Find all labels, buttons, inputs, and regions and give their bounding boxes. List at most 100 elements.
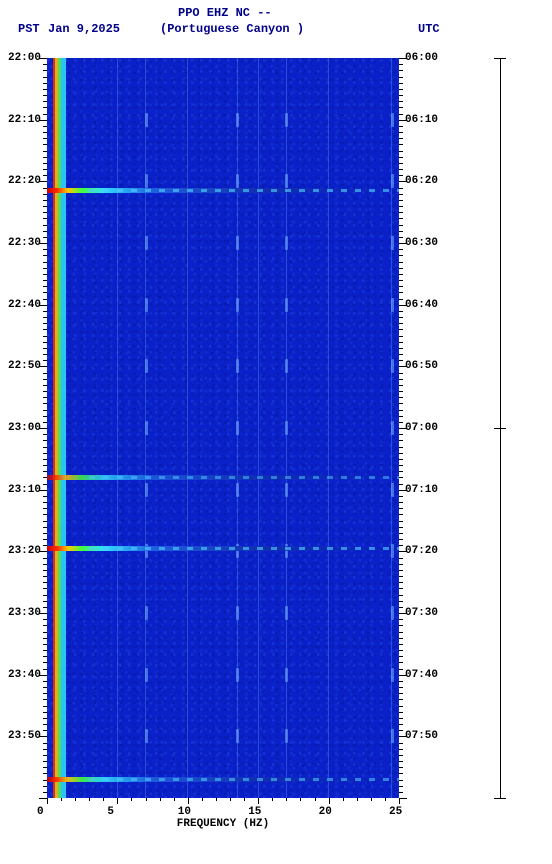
- y-minor-tick-left: [43, 64, 47, 65]
- y-minor-tick-right: [399, 471, 403, 472]
- y-minor-tick-left: [43, 249, 47, 250]
- y-minor-tick-left: [43, 317, 47, 318]
- y-minor-tick-left: [39, 305, 47, 306]
- y-minor-tick-left: [43, 397, 47, 398]
- y-minor-tick-left: [43, 138, 47, 139]
- y-minor-tick-right: [399, 299, 403, 300]
- y-minor-tick-left: [43, 706, 47, 707]
- y-minor-tick-right: [399, 58, 407, 59]
- y-minor-tick-left: [43, 200, 47, 201]
- y-minor-tick-left: [43, 693, 47, 694]
- speckle: [145, 668, 148, 682]
- speckle: [285, 606, 288, 620]
- y-minor-tick-right: [399, 662, 403, 663]
- y-minor-tick-left: [43, 453, 47, 454]
- y-minor-tick-left: [43, 107, 47, 108]
- x-minor-tick: [244, 798, 245, 801]
- y-minor-tick-left: [43, 749, 47, 750]
- y-minor-tick-right: [399, 459, 403, 460]
- y-minor-tick-left: [43, 669, 47, 670]
- noise-overlay: [47, 58, 399, 798]
- y-minor-tick-right: [399, 650, 403, 651]
- speckle: [145, 236, 148, 250]
- y-minor-tick-right: [399, 718, 403, 719]
- y-minor-tick-left: [43, 699, 47, 700]
- y-minor-tick-right: [399, 675, 407, 676]
- y-minor-tick-right: [399, 706, 403, 707]
- y-minor-tick-right: [399, 638, 403, 639]
- y-minor-tick-right: [399, 687, 403, 688]
- y-minor-tick-right: [399, 366, 407, 367]
- scale-tick: [494, 58, 506, 59]
- y-minor-tick-left: [43, 644, 47, 645]
- ytick-right: 07:30: [405, 607, 438, 619]
- y-minor-tick-left: [43, 496, 47, 497]
- y-minor-tick-right: [399, 564, 403, 565]
- speckle: [145, 174, 148, 188]
- speckle: [391, 606, 394, 620]
- y-minor-tick-left: [43, 718, 47, 719]
- tz-left-label: PST: [18, 22, 40, 36]
- y-minor-tick-left: [43, 410, 47, 411]
- spectral-line: [117, 58, 118, 798]
- y-minor-tick-left: [43, 286, 47, 287]
- y-minor-tick-left: [43, 767, 47, 768]
- y-minor-tick-left: [43, 502, 47, 503]
- ytick-left: 23:40: [0, 669, 41, 681]
- y-minor-tick-left: [43, 780, 47, 781]
- x-tick-label: 15: [248, 806, 261, 818]
- y-minor-tick-left: [43, 126, 47, 127]
- speckle: [391, 729, 394, 743]
- ytick-left: 22:00: [0, 52, 41, 64]
- speckle: [285, 359, 288, 373]
- y-minor-tick-right: [399, 767, 403, 768]
- ytick-left: 22:10: [0, 114, 41, 126]
- event-dash: [89, 547, 399, 550]
- y-minor-tick-left: [43, 632, 47, 633]
- x-minor-tick: [230, 798, 231, 801]
- ytick-right: 06:10: [405, 114, 438, 126]
- speckle: [391, 298, 394, 312]
- y-minor-tick-right: [399, 132, 403, 133]
- y-minor-tick-left: [43, 385, 47, 386]
- y-minor-tick-right: [399, 551, 407, 552]
- y-minor-tick-left: [43, 761, 47, 762]
- y-minor-tick-left: [43, 379, 47, 380]
- y-minor-tick-right: [399, 619, 403, 620]
- y-minor-tick-right: [399, 755, 403, 756]
- y-minor-tick-right: [399, 323, 403, 324]
- speckle: [145, 298, 148, 312]
- y-minor-tick-right: [399, 490, 407, 491]
- y-minor-tick-right: [399, 194, 403, 195]
- y-minor-tick-left: [43, 607, 47, 608]
- y-minor-tick-right: [399, 440, 403, 441]
- y-minor-tick-left: [43, 724, 47, 725]
- y-minor-tick-right: [399, 373, 403, 374]
- y-minor-tick-left: [43, 545, 47, 546]
- speckle: [285, 668, 288, 682]
- y-minor-tick-left: [43, 558, 47, 559]
- speckle: [285, 113, 288, 127]
- x-minor-tick: [371, 798, 372, 801]
- y-minor-tick-right: [399, 397, 403, 398]
- speckle: [285, 174, 288, 188]
- ytick-left: 22:40: [0, 299, 41, 311]
- y-minor-tick-right: [399, 576, 403, 577]
- y-minor-tick-left: [43, 268, 47, 269]
- y-minor-tick-right: [399, 64, 403, 65]
- y-minor-tick-left: [43, 471, 47, 472]
- ytick-right: 07:00: [405, 422, 438, 434]
- y-minor-tick-right: [399, 477, 403, 478]
- ytick-left: 23:00: [0, 422, 41, 434]
- date-label: Jan 9,2025: [48, 22, 120, 36]
- y-minor-tick-left: [43, 521, 47, 522]
- ytick-right: 07:20: [405, 545, 438, 557]
- y-minor-tick-right: [399, 175, 403, 176]
- y-minor-tick-right: [399, 570, 403, 571]
- y-minor-tick-right: [399, 545, 403, 546]
- y-minor-tick-right: [399, 70, 403, 71]
- y-minor-tick-right: [399, 693, 403, 694]
- y-minor-tick-right: [399, 601, 403, 602]
- y-minor-tick-left: [43, 619, 47, 620]
- y-minor-tick-left: [43, 342, 47, 343]
